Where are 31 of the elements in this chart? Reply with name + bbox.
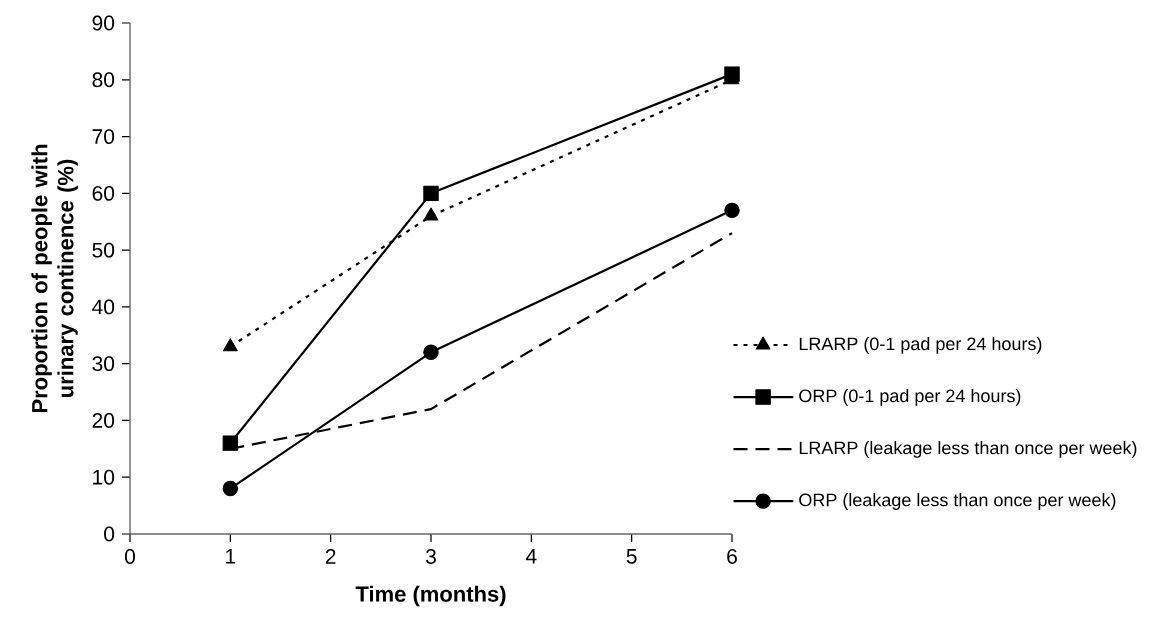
- point: [423, 344, 439, 360]
- point: [724, 66, 740, 82]
- x-tick-label: 3: [425, 549, 436, 564]
- x-tick-label: 0: [124, 549, 136, 564]
- point: [724, 202, 740, 219]
- point: [222, 480, 239, 497]
- legend-label: LRARP (0-1 pad per 24 hours): [799, 336, 1042, 354]
- y-tick-label: 20: [92, 413, 115, 428]
- y-axis-title: Proportion of people with urinary continence (%): [31, 144, 78, 413]
- x-tick-label: 5: [626, 549, 637, 564]
- x-tick-label: 6: [727, 549, 737, 564]
- y-tick-label: 30: [92, 356, 115, 372]
- y-tick-label: 50: [92, 242, 115, 258]
- y-tick-label: 60: [92, 185, 115, 201]
- x-tick-label: 2: [325, 549, 336, 564]
- legend-label: ORP (leakage less than once per week): [799, 493, 1116, 510]
- y-tick-label: 10: [93, 469, 115, 485]
- point: [222, 435, 239, 451]
- y-tick-label: 90: [92, 15, 115, 31]
- legend-label: LRARP (leakage less than once per week): [799, 441, 1137, 458]
- x-tick-label: 4: [525, 549, 537, 564]
- x-tick-label: 1: [226, 549, 236, 564]
- x-axis-title: Time (months): [355, 585, 506, 607]
- point: [423, 185, 439, 202]
- point: [423, 207, 439, 221]
- y-tick-label: 40: [92, 299, 115, 315]
- y-tick-label: 0: [104, 526, 115, 542]
- y-tick-label: 70: [92, 129, 115, 145]
- y-tick-label: 80: [92, 72, 115, 88]
- point: [222, 338, 238, 352]
- legend-label: ORP (0-1 pad per 24 hours): [799, 389, 1021, 406]
